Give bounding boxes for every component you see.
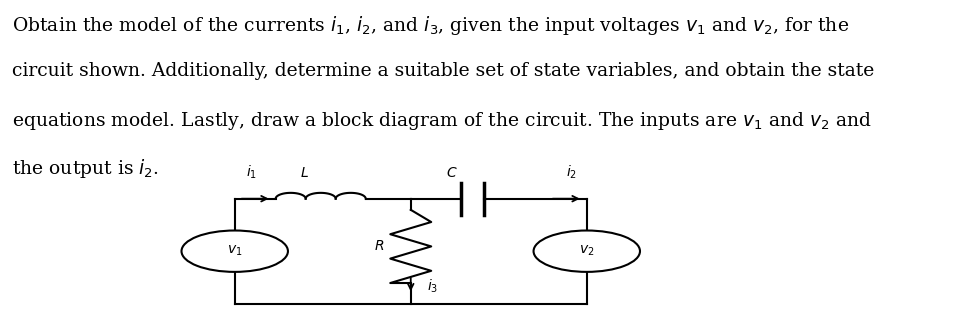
Text: $i_2$: $i_2$	[566, 164, 577, 181]
Text: −: −	[590, 254, 602, 269]
Circle shape	[181, 230, 288, 272]
Text: $L$: $L$	[299, 166, 309, 179]
Text: $v_1$: $v_1$	[227, 244, 242, 258]
Text: Obtain the model of the currents $i_1$, $i_2$, and $i_3$, given the input voltag: Obtain the model of the currents $i_1$, …	[12, 14, 848, 37]
Text: $i_3$: $i_3$	[427, 277, 437, 295]
Text: equations model. Lastly, draw a block diagram of the circuit. The inputs are $v_: equations model. Lastly, draw a block di…	[12, 109, 871, 132]
Circle shape	[533, 230, 639, 272]
Text: the output is $i_2$.: the output is $i_2$.	[12, 157, 159, 180]
Text: +: +	[218, 233, 231, 248]
Text: $v_2$: $v_2$	[578, 244, 594, 258]
Text: +: +	[590, 233, 602, 248]
Text: circuit shown. Additionally, determine a suitable set of state variables, and ob: circuit shown. Additionally, determine a…	[12, 62, 873, 80]
Text: $R$: $R$	[375, 239, 384, 253]
Text: $i_1$: $i_1$	[245, 164, 256, 181]
Text: −: −	[218, 254, 231, 269]
Text: $C$: $C$	[445, 166, 457, 179]
